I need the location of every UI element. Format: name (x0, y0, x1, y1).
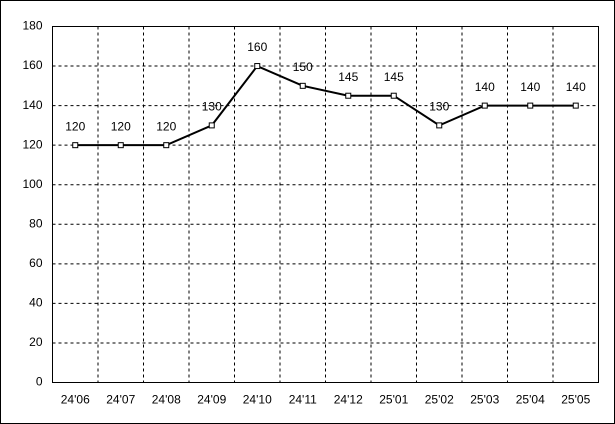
data-label: 140 (566, 80, 586, 94)
line (75, 64, 576, 147)
data-label: 145 (338, 70, 358, 84)
x-tick-label: 24'07 (106, 393, 135, 407)
marker (527, 102, 534, 109)
y-tick-label: 120 (22, 137, 42, 151)
x-tick-label: 25'03 (470, 393, 499, 407)
marker (572, 102, 579, 109)
y-tick-label: 100 (22, 177, 42, 191)
y-tick-label: 80 (29, 216, 43, 230)
y-tick-label: 140 (22, 98, 42, 112)
marker (299, 82, 306, 89)
x-tick-label: 24'06 (61, 393, 90, 407)
y-tick-label: 180 (22, 19, 42, 33)
x-tick-label: 24'11 (289, 393, 317, 407)
x-tick-label: 25'04 (516, 393, 545, 407)
x-tick-label: 24'12 (334, 393, 363, 407)
data-label: 160 (247, 40, 267, 54)
data-label: 150 (293, 60, 313, 74)
y-tick-label: 40 (29, 296, 43, 310)
data-label: 130 (429, 100, 449, 114)
data-label: 140 (475, 80, 495, 94)
marker (72, 142, 79, 149)
x-tick-label: 25'02 (425, 393, 454, 407)
marker (345, 92, 352, 99)
data-label: 140 (520, 80, 540, 94)
data-label: 120 (156, 119, 176, 133)
marker (481, 102, 488, 109)
marker (163, 142, 170, 149)
marker (254, 63, 261, 70)
x-tick-label: 24'09 (197, 393, 226, 407)
y-tick-label: 20 (29, 335, 43, 349)
x-tick-label: 24'08 (152, 393, 181, 407)
data-label: 120 (65, 119, 85, 133)
y-tick-label: 60 (29, 256, 43, 270)
marker (117, 142, 124, 149)
marker (208, 122, 215, 129)
data-label: 120 (111, 119, 131, 133)
marker (390, 92, 397, 99)
x-tick-label: 25'05 (561, 393, 590, 407)
y-tick-label: 160 (22, 58, 42, 72)
x-tick-label: 24'10 (243, 393, 272, 407)
x-tick-label: 25'01 (379, 393, 408, 407)
data-label: 145 (384, 70, 404, 84)
y-tick-label: 0 (36, 375, 43, 389)
marker (436, 122, 443, 129)
plot-border (52, 26, 599, 383)
data-label: 130 (202, 100, 222, 114)
